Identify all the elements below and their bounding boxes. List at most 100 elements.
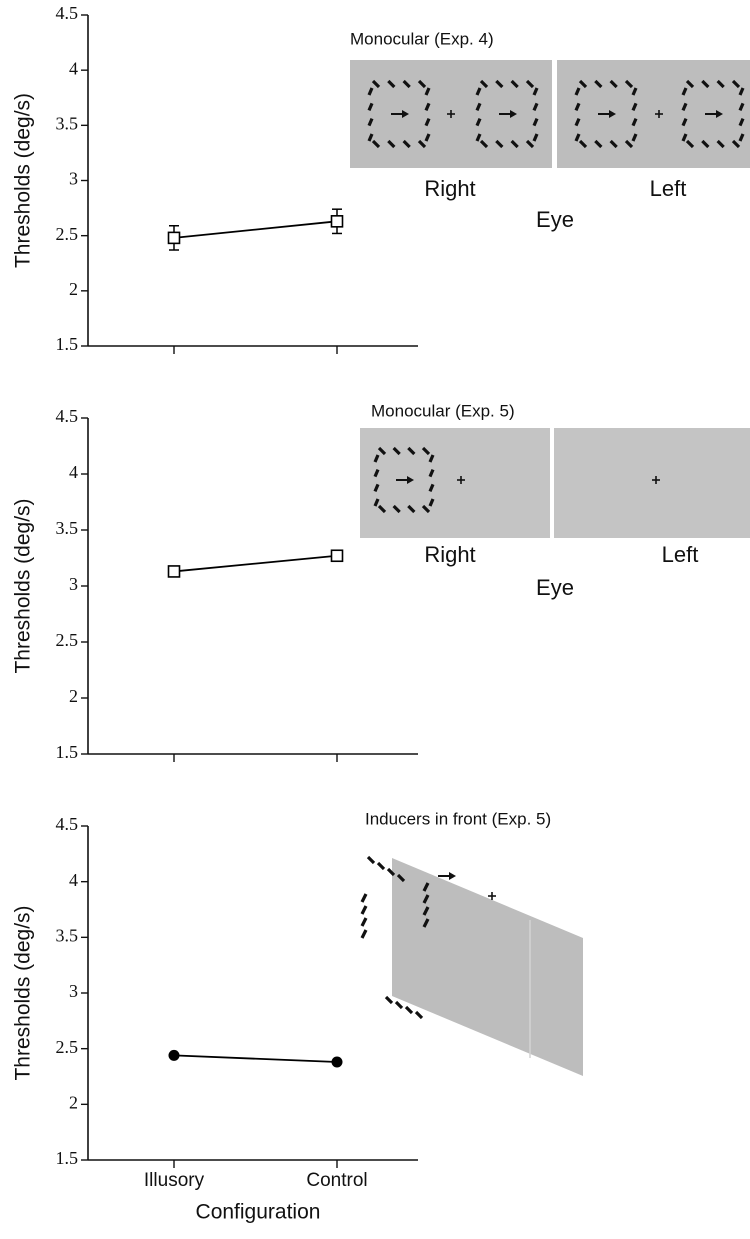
inducer-dash	[731, 139, 741, 149]
inducer-dash	[609, 139, 618, 149]
inducer-dash	[392, 446, 401, 456]
inducer-dash	[387, 79, 396, 89]
inducer-dash	[510, 79, 519, 89]
inducer-dash	[360, 905, 368, 915]
inducer-dash	[366, 855, 376, 865]
inducer-dash	[532, 118, 539, 127]
y-tick-label: 3.5	[56, 518, 79, 538]
y-axis-title: Thresholds (deg/s)	[12, 498, 35, 673]
inducer-dash	[495, 139, 504, 149]
inducer-dash	[631, 133, 638, 142]
inducer-dash	[422, 882, 430, 892]
inducer-dash	[373, 483, 380, 492]
inducer-dash	[609, 79, 618, 89]
y-axis-title: Thresholds (deg/s)	[12, 93, 35, 268]
inducer-dash	[578, 139, 588, 149]
x-tick-label: Control	[306, 1170, 367, 1191]
inducer-dash	[417, 79, 427, 89]
inducer-dash	[574, 87, 581, 96]
inducer-dash	[428, 483, 435, 492]
y-tick-label: 2	[69, 686, 78, 706]
inducer-dash	[394, 1000, 404, 1010]
inducer-dash	[373, 498, 380, 507]
inducer-dash	[495, 79, 504, 89]
annotation: Monocular (Exp. 5)	[371, 401, 515, 420]
inducer-dash	[738, 133, 745, 142]
inducer-dash	[525, 139, 535, 149]
inducer-dash	[701, 79, 710, 89]
inducer-dash	[738, 87, 745, 96]
inducer-dash	[424, 102, 431, 111]
inducer-dash	[360, 929, 368, 939]
inducer-dash	[422, 894, 430, 904]
y-tick-label: 2	[69, 279, 78, 299]
marker	[167, 565, 181, 578]
inducer-dash	[525, 79, 535, 89]
inducer-dash	[479, 79, 489, 89]
inducer-dash	[377, 504, 387, 514]
arrow-head	[716, 110, 723, 118]
inducer-dash	[532, 133, 539, 142]
y-axis-title: Thresholds (deg/s)	[12, 905, 35, 1080]
annotation: Eye	[536, 207, 574, 232]
inducer-dash	[417, 139, 427, 149]
inducer-dash	[532, 102, 539, 111]
inducer-dash	[681, 87, 688, 96]
inducer-dash	[386, 867, 396, 877]
arrow-head	[510, 110, 517, 118]
inducer-dash	[428, 469, 435, 478]
inducer-dash	[594, 139, 603, 149]
inducer-dash	[428, 498, 435, 507]
y-tick-label: 3	[69, 169, 78, 189]
y-tick-label: 2.5	[56, 1037, 79, 1057]
inducer-dash	[574, 102, 581, 111]
inducer-dash	[392, 504, 401, 514]
marker	[168, 1049, 180, 1061]
y-tick-label: 4	[69, 870, 78, 890]
inducer-dash	[421, 504, 431, 514]
inducer-dash	[479, 139, 489, 149]
inducer-dash	[377, 446, 387, 456]
inducer-dash	[716, 139, 725, 149]
y-tick-label: 2	[69, 1092, 78, 1112]
inducer-dash	[532, 87, 539, 96]
annotation: Eye	[536, 575, 574, 600]
inducer-dash	[384, 995, 394, 1005]
inducer-dash	[376, 861, 386, 871]
inducer-dash	[414, 1010, 424, 1020]
inducer-dash	[738, 118, 745, 127]
inducer-dash	[574, 118, 581, 127]
y-tick-label: 3	[69, 574, 78, 594]
inducer-dash	[402, 79, 411, 89]
y-tick-label: 4.5	[56, 3, 79, 23]
inducer-dash	[424, 118, 431, 127]
inducer-dash	[373, 469, 380, 478]
inducer-dash	[578, 79, 588, 89]
inducer-dash	[422, 906, 430, 916]
inducer-dash	[738, 102, 745, 111]
inducer-dash	[371, 79, 381, 89]
inducer-dash	[387, 139, 396, 149]
arrow-head	[402, 110, 409, 118]
y-tick-label: 4	[69, 462, 78, 482]
inducer-dash	[402, 139, 411, 149]
y-tick-label: 4	[69, 58, 78, 78]
inducer-dash	[681, 133, 688, 142]
y-tick-label: 1.5	[56, 334, 79, 354]
y-tick-label: 4.5	[56, 814, 79, 834]
x-tick-label: Illusory	[144, 1170, 205, 1191]
series-line	[173, 220, 338, 239]
series-line	[173, 1054, 338, 1063]
inducer-dash	[373, 454, 380, 463]
inducer-dash	[631, 87, 638, 96]
inducer-dash	[424, 87, 431, 96]
inducer-dash	[685, 79, 695, 89]
x-axis-title: Configuration	[196, 1201, 321, 1224]
inducer-dash	[685, 139, 695, 149]
marker	[330, 549, 344, 563]
y-tick-label: 3.5	[56, 925, 79, 945]
annotation: Right	[424, 542, 475, 567]
inducer-dash	[407, 504, 416, 514]
inducer-dash	[701, 139, 710, 149]
